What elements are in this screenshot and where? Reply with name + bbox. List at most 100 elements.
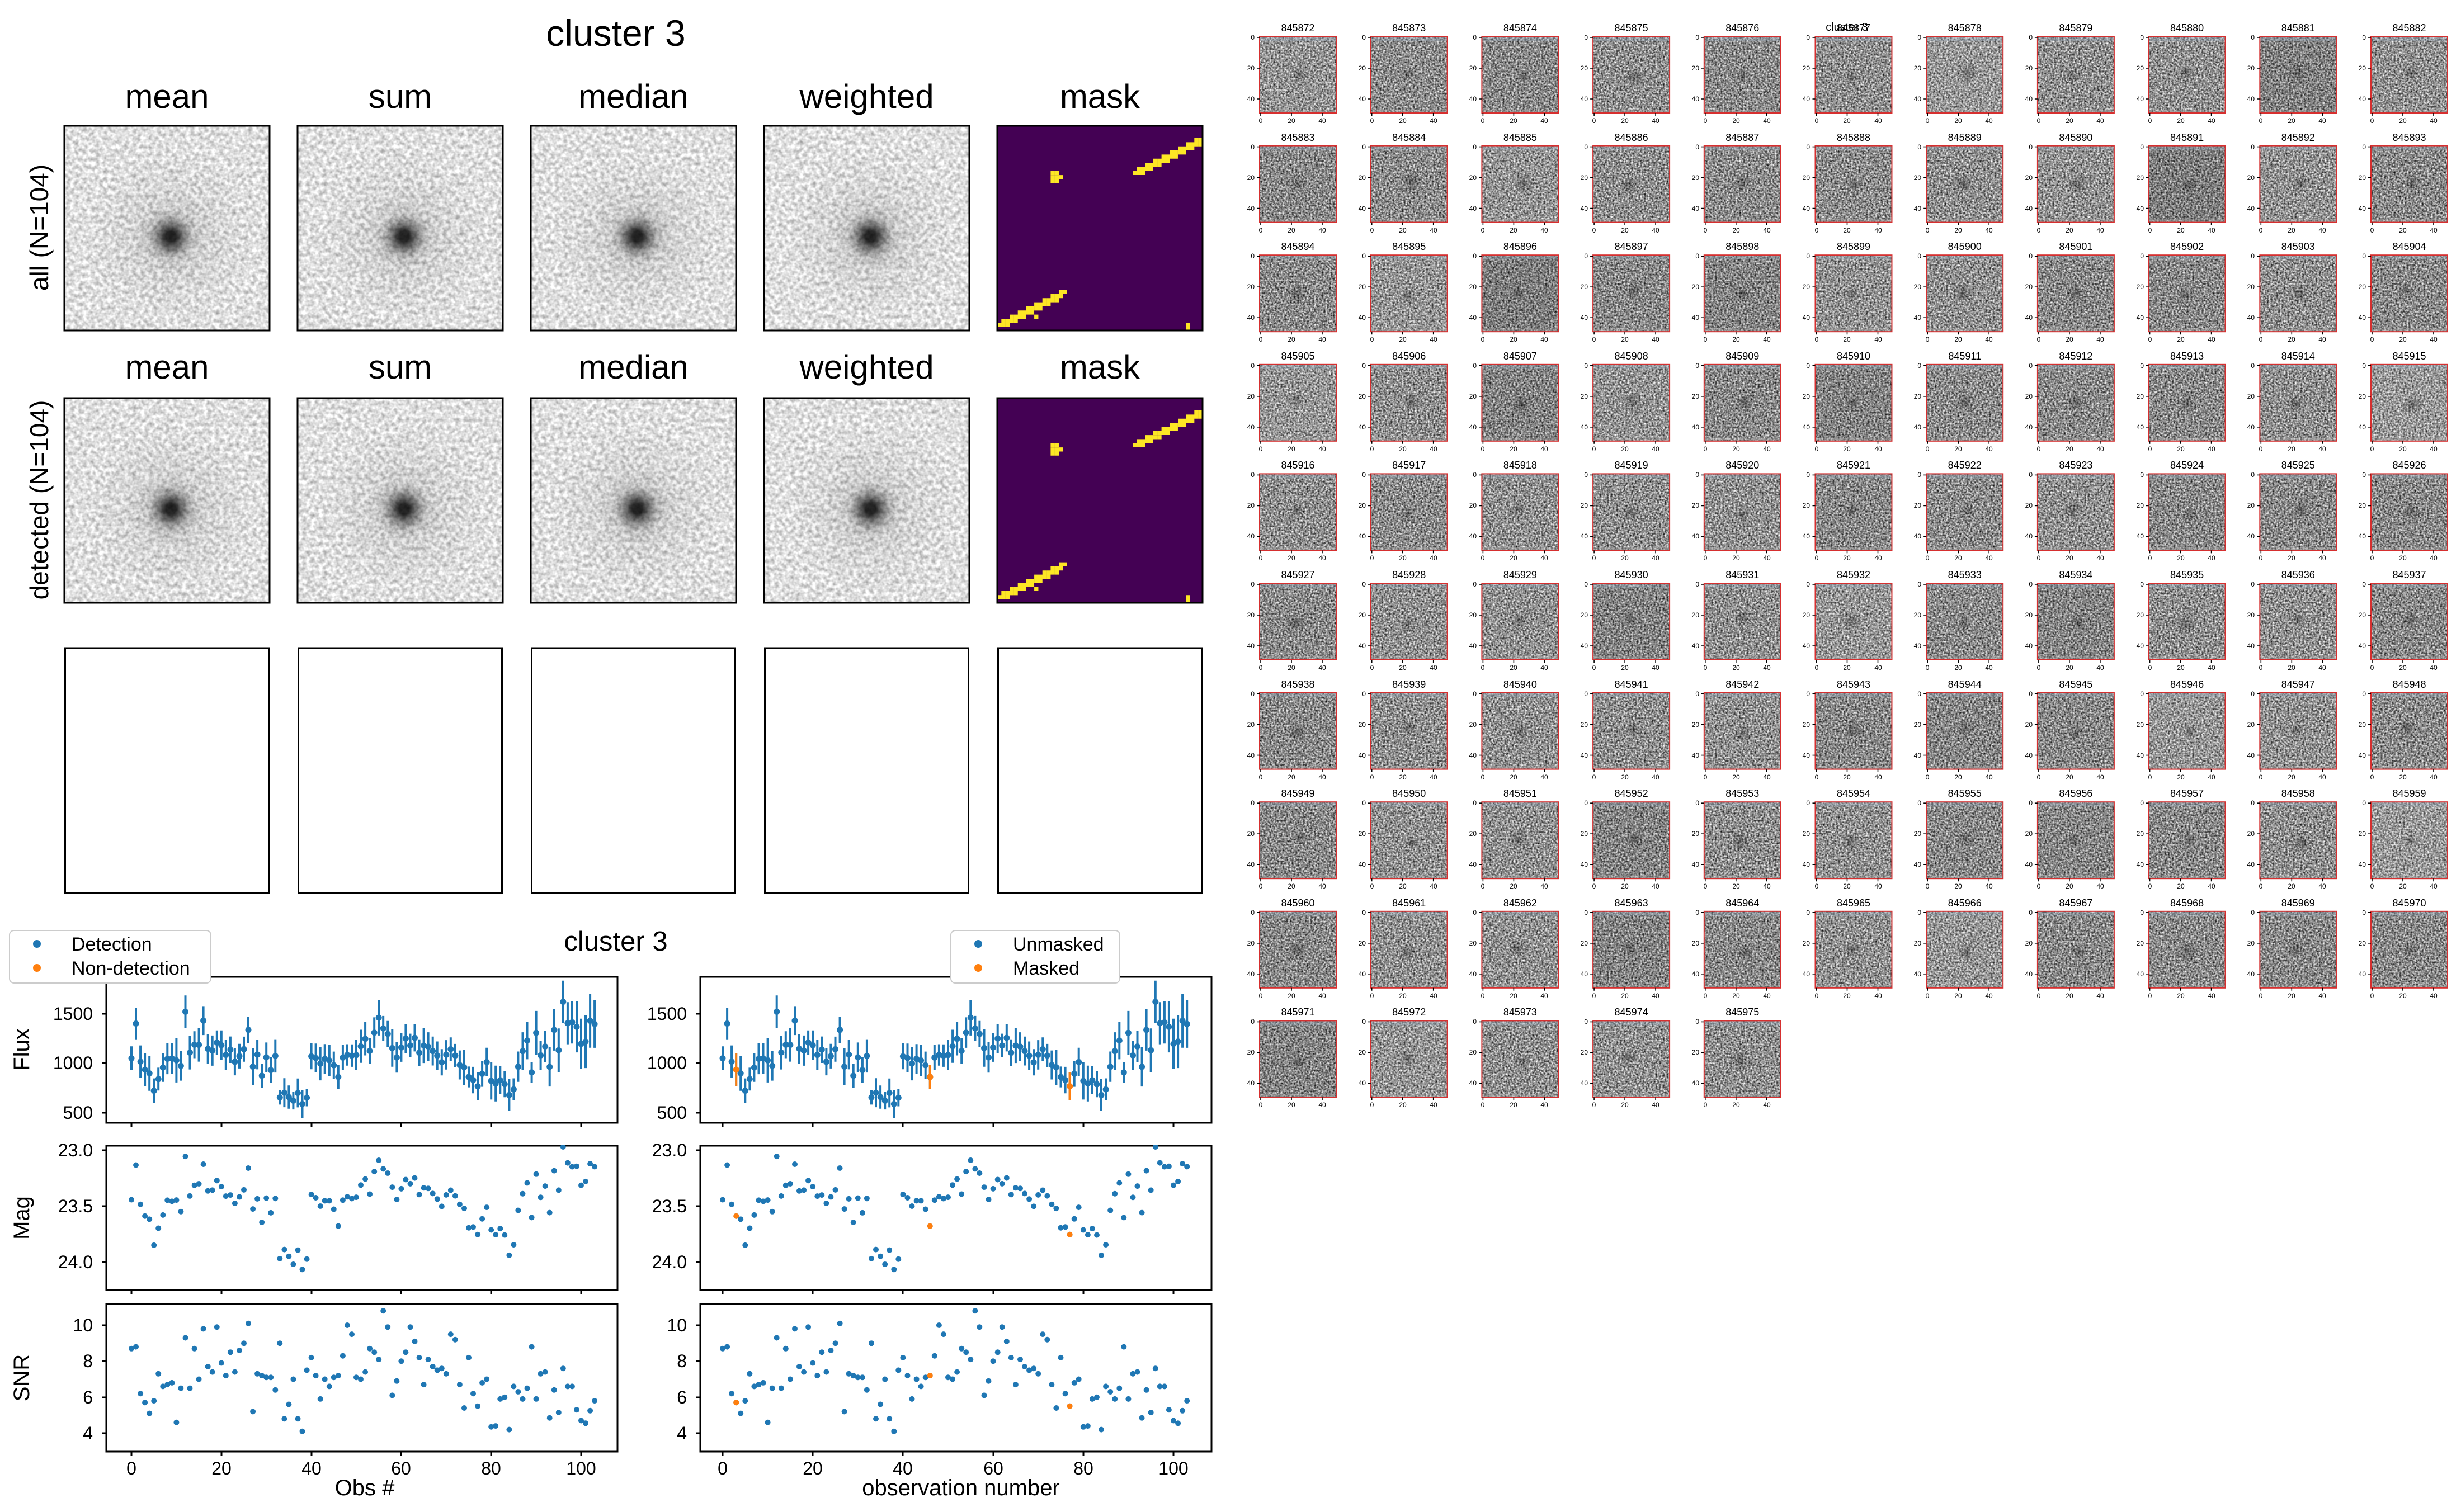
svg-text:40: 40	[2359, 205, 2366, 212]
svg-text:40: 40	[1359, 95, 1366, 103]
svg-text:20: 20	[2066, 664, 2073, 672]
svg-text:20: 20	[1954, 554, 1962, 562]
svg-text:0: 0	[1259, 445, 1263, 453]
svg-text:0: 0	[1917, 799, 1921, 807]
svg-text:20: 20	[2247, 174, 2255, 182]
svg-text:845890: 845890	[2059, 132, 2092, 143]
svg-text:845929: 845929	[1503, 569, 1537, 580]
svg-text:0: 0	[2259, 882, 2263, 890]
svg-text:40: 40	[2096, 336, 2104, 343]
svg-text:845952: 845952	[1615, 788, 1648, 799]
svg-text:0: 0	[2259, 226, 2263, 234]
svg-text:0: 0	[1592, 664, 1596, 672]
svg-text:0: 0	[1695, 362, 1699, 370]
svg-text:0: 0	[1695, 1018, 1699, 1026]
svg-text:20: 20	[2025, 611, 2033, 619]
svg-text:0: 0	[1584, 34, 1588, 41]
svg-text:20: 20	[2399, 992, 2407, 1000]
svg-text:40: 40	[1469, 423, 1477, 431]
svg-text:20: 20	[1954, 226, 1962, 234]
svg-text:0: 0	[1259, 664, 1263, 672]
svg-text:40: 40	[2025, 423, 2033, 431]
svg-text:20: 20	[2066, 882, 2073, 890]
svg-text:845916: 845916	[1281, 460, 1314, 471]
svg-text:40: 40	[1985, 882, 1993, 890]
svg-text:0: 0	[1704, 117, 1708, 125]
svg-text:24.0: 24.0	[652, 1252, 687, 1272]
svg-text:0: 0	[126, 1458, 136, 1478]
svg-text:0: 0	[1259, 336, 1263, 343]
svg-text:0: 0	[1584, 1018, 1588, 1026]
svg-text:0: 0	[1815, 336, 1819, 343]
svg-text:40: 40	[1540, 992, 1548, 1000]
svg-text:20: 20	[1247, 64, 1255, 72]
svg-text:0: 0	[1481, 117, 1485, 125]
svg-text:0: 0	[2251, 34, 2255, 41]
svg-text:20: 20	[2066, 226, 2073, 234]
svg-text:40: 40	[1247, 314, 1255, 322]
svg-text:20: 20	[1732, 1101, 1740, 1109]
svg-text:845895: 845895	[1392, 241, 1426, 252]
svg-text:20: 20	[1510, 773, 1517, 781]
svg-text:0: 0	[2029, 799, 2033, 807]
svg-text:0: 0	[2251, 799, 2255, 807]
svg-text:40: 40	[1540, 1101, 1548, 1109]
svg-text:40: 40	[1985, 554, 1993, 562]
svg-text:20: 20	[1510, 445, 1517, 453]
svg-text:845932: 845932	[1837, 569, 1870, 580]
svg-text:0: 0	[1926, 664, 1930, 672]
svg-text:20: 20	[1803, 393, 1811, 400]
svg-text:0: 0	[2140, 799, 2144, 807]
svg-text:0: 0	[2370, 226, 2374, 234]
svg-text:0: 0	[1926, 336, 1930, 343]
svg-text:observation number: observation number	[862, 1476, 1060, 1500]
svg-text:0: 0	[2140, 909, 2144, 916]
svg-text:0: 0	[1592, 1101, 1596, 1109]
svg-text:40: 40	[1692, 532, 1700, 540]
svg-text:40: 40	[1318, 1101, 1326, 1109]
svg-text:0: 0	[2148, 664, 2152, 672]
svg-text:Obs #: Obs #	[335, 1476, 395, 1500]
svg-text:40: 40	[1247, 752, 1255, 759]
svg-text:0: 0	[2259, 664, 2263, 672]
svg-text:0: 0	[1592, 882, 1596, 890]
svg-text:SNR: SNR	[10, 1354, 34, 1401]
svg-text:40: 40	[1469, 95, 1477, 103]
svg-text:20: 20	[1399, 992, 1407, 1000]
svg-text:845900: 845900	[1948, 241, 1982, 252]
svg-text:845961: 845961	[1392, 897, 1426, 909]
svg-text:40: 40	[1318, 664, 1326, 672]
svg-text:0: 0	[1815, 664, 1819, 672]
svg-text:20: 20	[1247, 830, 1255, 838]
svg-text:median: median	[578, 348, 689, 386]
svg-text:40: 40	[2025, 752, 2033, 759]
svg-text:20: 20	[1510, 554, 1517, 562]
svg-text:845971: 845971	[1281, 1007, 1314, 1018]
svg-text:0: 0	[2251, 143, 2255, 151]
svg-text:20: 20	[1954, 882, 1962, 890]
svg-text:40: 40	[1430, 336, 1437, 343]
svg-text:40: 40	[1430, 117, 1437, 125]
svg-text:0: 0	[1473, 34, 1477, 41]
svg-text:20: 20	[1399, 773, 1407, 781]
svg-text:40: 40	[1914, 642, 1922, 650]
svg-text:20: 20	[1581, 1048, 1588, 1056]
svg-text:0: 0	[1704, 226, 1708, 234]
svg-text:20: 20	[1843, 445, 1851, 453]
svg-text:0: 0	[1806, 580, 1810, 588]
svg-text:40: 40	[1652, 992, 1659, 1000]
svg-text:0: 0	[1473, 252, 1477, 260]
svg-text:20: 20	[1510, 1101, 1517, 1109]
svg-text:0: 0	[2362, 34, 2366, 41]
svg-text:845945: 845945	[2059, 679, 2092, 690]
svg-text:20: 20	[1692, 830, 1700, 838]
svg-text:40: 40	[1874, 226, 1882, 234]
svg-text:20: 20	[1732, 554, 1740, 562]
svg-text:0: 0	[1917, 690, 1921, 698]
svg-text:40: 40	[2318, 336, 2326, 343]
svg-text:20: 20	[2359, 64, 2366, 72]
svg-text:40: 40	[2096, 226, 2104, 234]
svg-text:20: 20	[1803, 939, 1811, 947]
svg-text:20: 20	[2359, 174, 2366, 182]
svg-text:0: 0	[2148, 445, 2152, 453]
